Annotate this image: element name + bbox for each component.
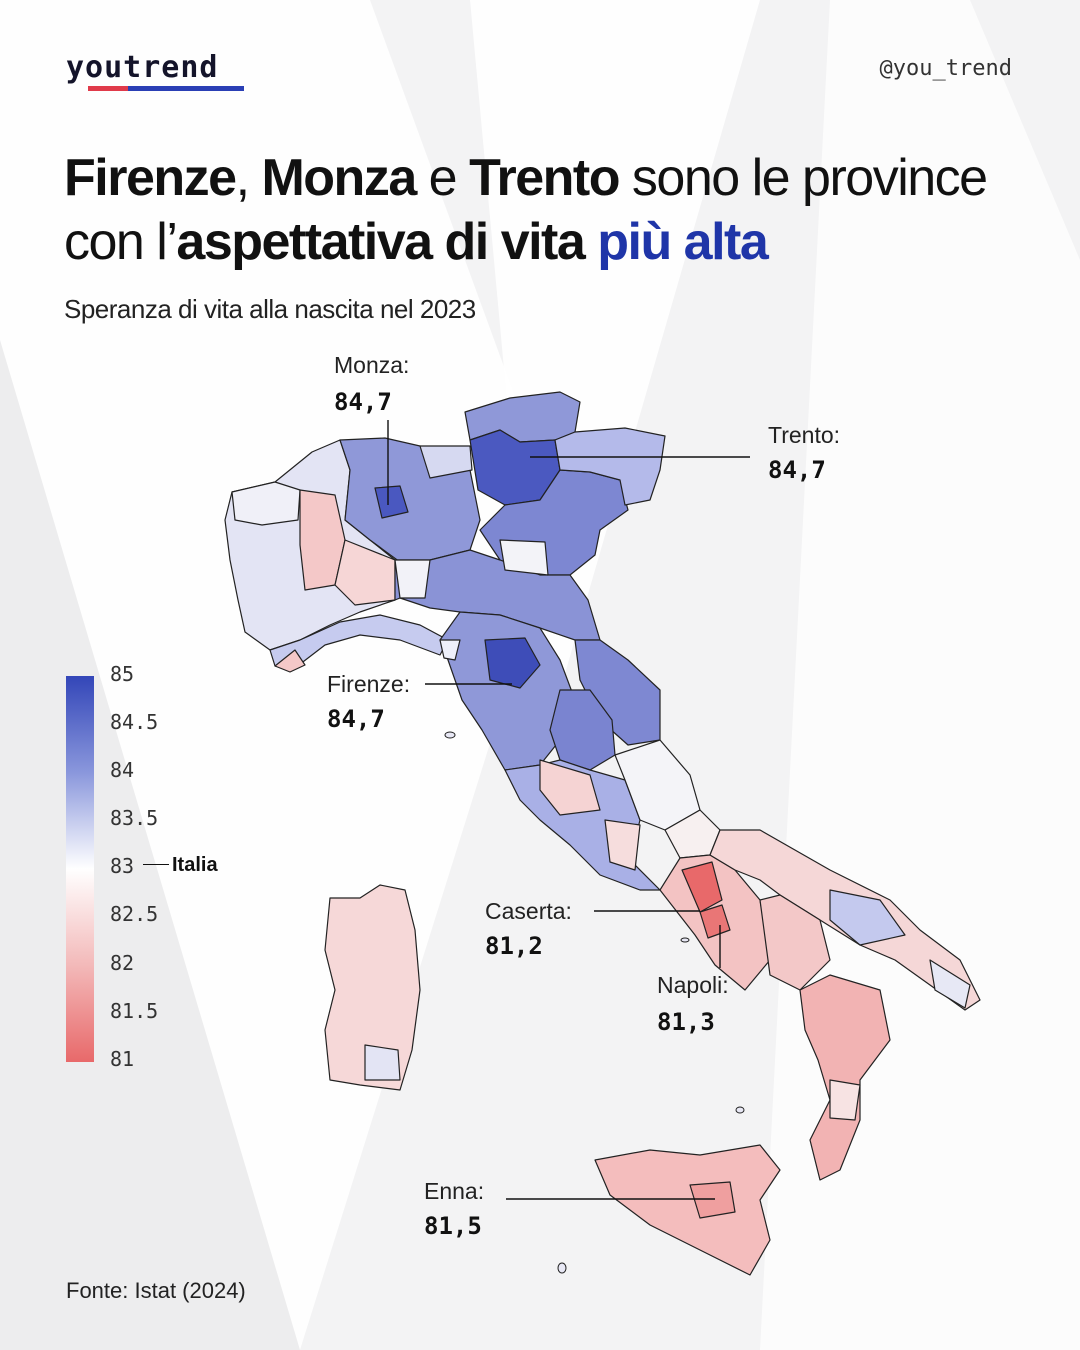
label-caserta-name: Caserta: [485,898,572,924]
label-monza-value: 84,7 [334,388,392,416]
region-toscana [439,611,576,771]
social-handle: @you_trend [879,56,1012,81]
legend-reference-line [143,864,169,865]
youtrend-logo: youtrend [66,50,219,85]
island-lipari [735,1106,745,1114]
province-cosenza-south [829,1079,861,1121]
label-trento-value: 84,7 [768,456,826,484]
province-ferrara [499,539,549,576]
province-sondrio [419,445,473,479]
province-massa [439,639,461,661]
logo-underline [88,86,244,91]
label-enna-value: 81,5 [424,1212,482,1240]
island-capri [680,937,690,943]
province-asti-area [334,539,396,606]
region-calabria [799,974,891,1181]
legend-tick: 84.5 [110,710,159,734]
province-piacenza [394,559,431,599]
legend-tick: 81.5 [110,999,159,1023]
subtitle: Speranza di vita alla nascita nel 2023 [64,294,476,324]
label-firenze-name: Firenze: [327,671,411,697]
province-napoli [699,904,731,939]
legend-tick: 85 [110,662,135,686]
legend-tick: 83 [110,854,135,878]
label-napoli-name: Napoli: [657,972,729,998]
province-rieti [539,759,601,816]
region-sardegna [324,884,421,1091]
province-cagliari [364,1044,401,1081]
island-elba [444,731,456,739]
province-monza [374,485,409,519]
legend-color-bar [66,676,94,1062]
label-enna-name: Enna: [424,1178,485,1204]
province-imperia [274,649,306,673]
province-frosinone [604,819,641,871]
legend-reference-label: Italia [172,854,218,876]
legend-tick: 81 [110,1047,135,1071]
province-enna [689,1181,736,1219]
province-firenze [484,637,541,689]
region-basilicata [759,894,831,991]
region-friuli [554,427,666,506]
legend-tick: 82.5 [110,902,159,926]
region-valle-aosta [231,481,301,526]
label-napoli-value: 81,3 [657,1008,715,1036]
province-caserta [681,861,723,913]
source-note: Fonte: Istat (2024) [66,1278,246,1303]
label-monza-name: Monza: [334,352,410,378]
region-alto-adige [464,391,581,443]
label-trento-name: Trento: [768,422,841,448]
region-umbria [549,689,616,771]
legend-tick: 83.5 [110,806,159,830]
label-caserta-value: 81,2 [485,932,543,960]
legend-tick: 82 [110,951,135,975]
page-title: Firenze, Monza e Trento sono le province… [64,149,988,271]
legend-tick: 84 [110,758,135,782]
label-firenze-value: 84,7 [327,705,385,733]
island-pantelleria [557,1262,567,1274]
province-lecce [929,959,971,1009]
province-bari [829,889,906,946]
region-sicilia [594,1144,781,1276]
